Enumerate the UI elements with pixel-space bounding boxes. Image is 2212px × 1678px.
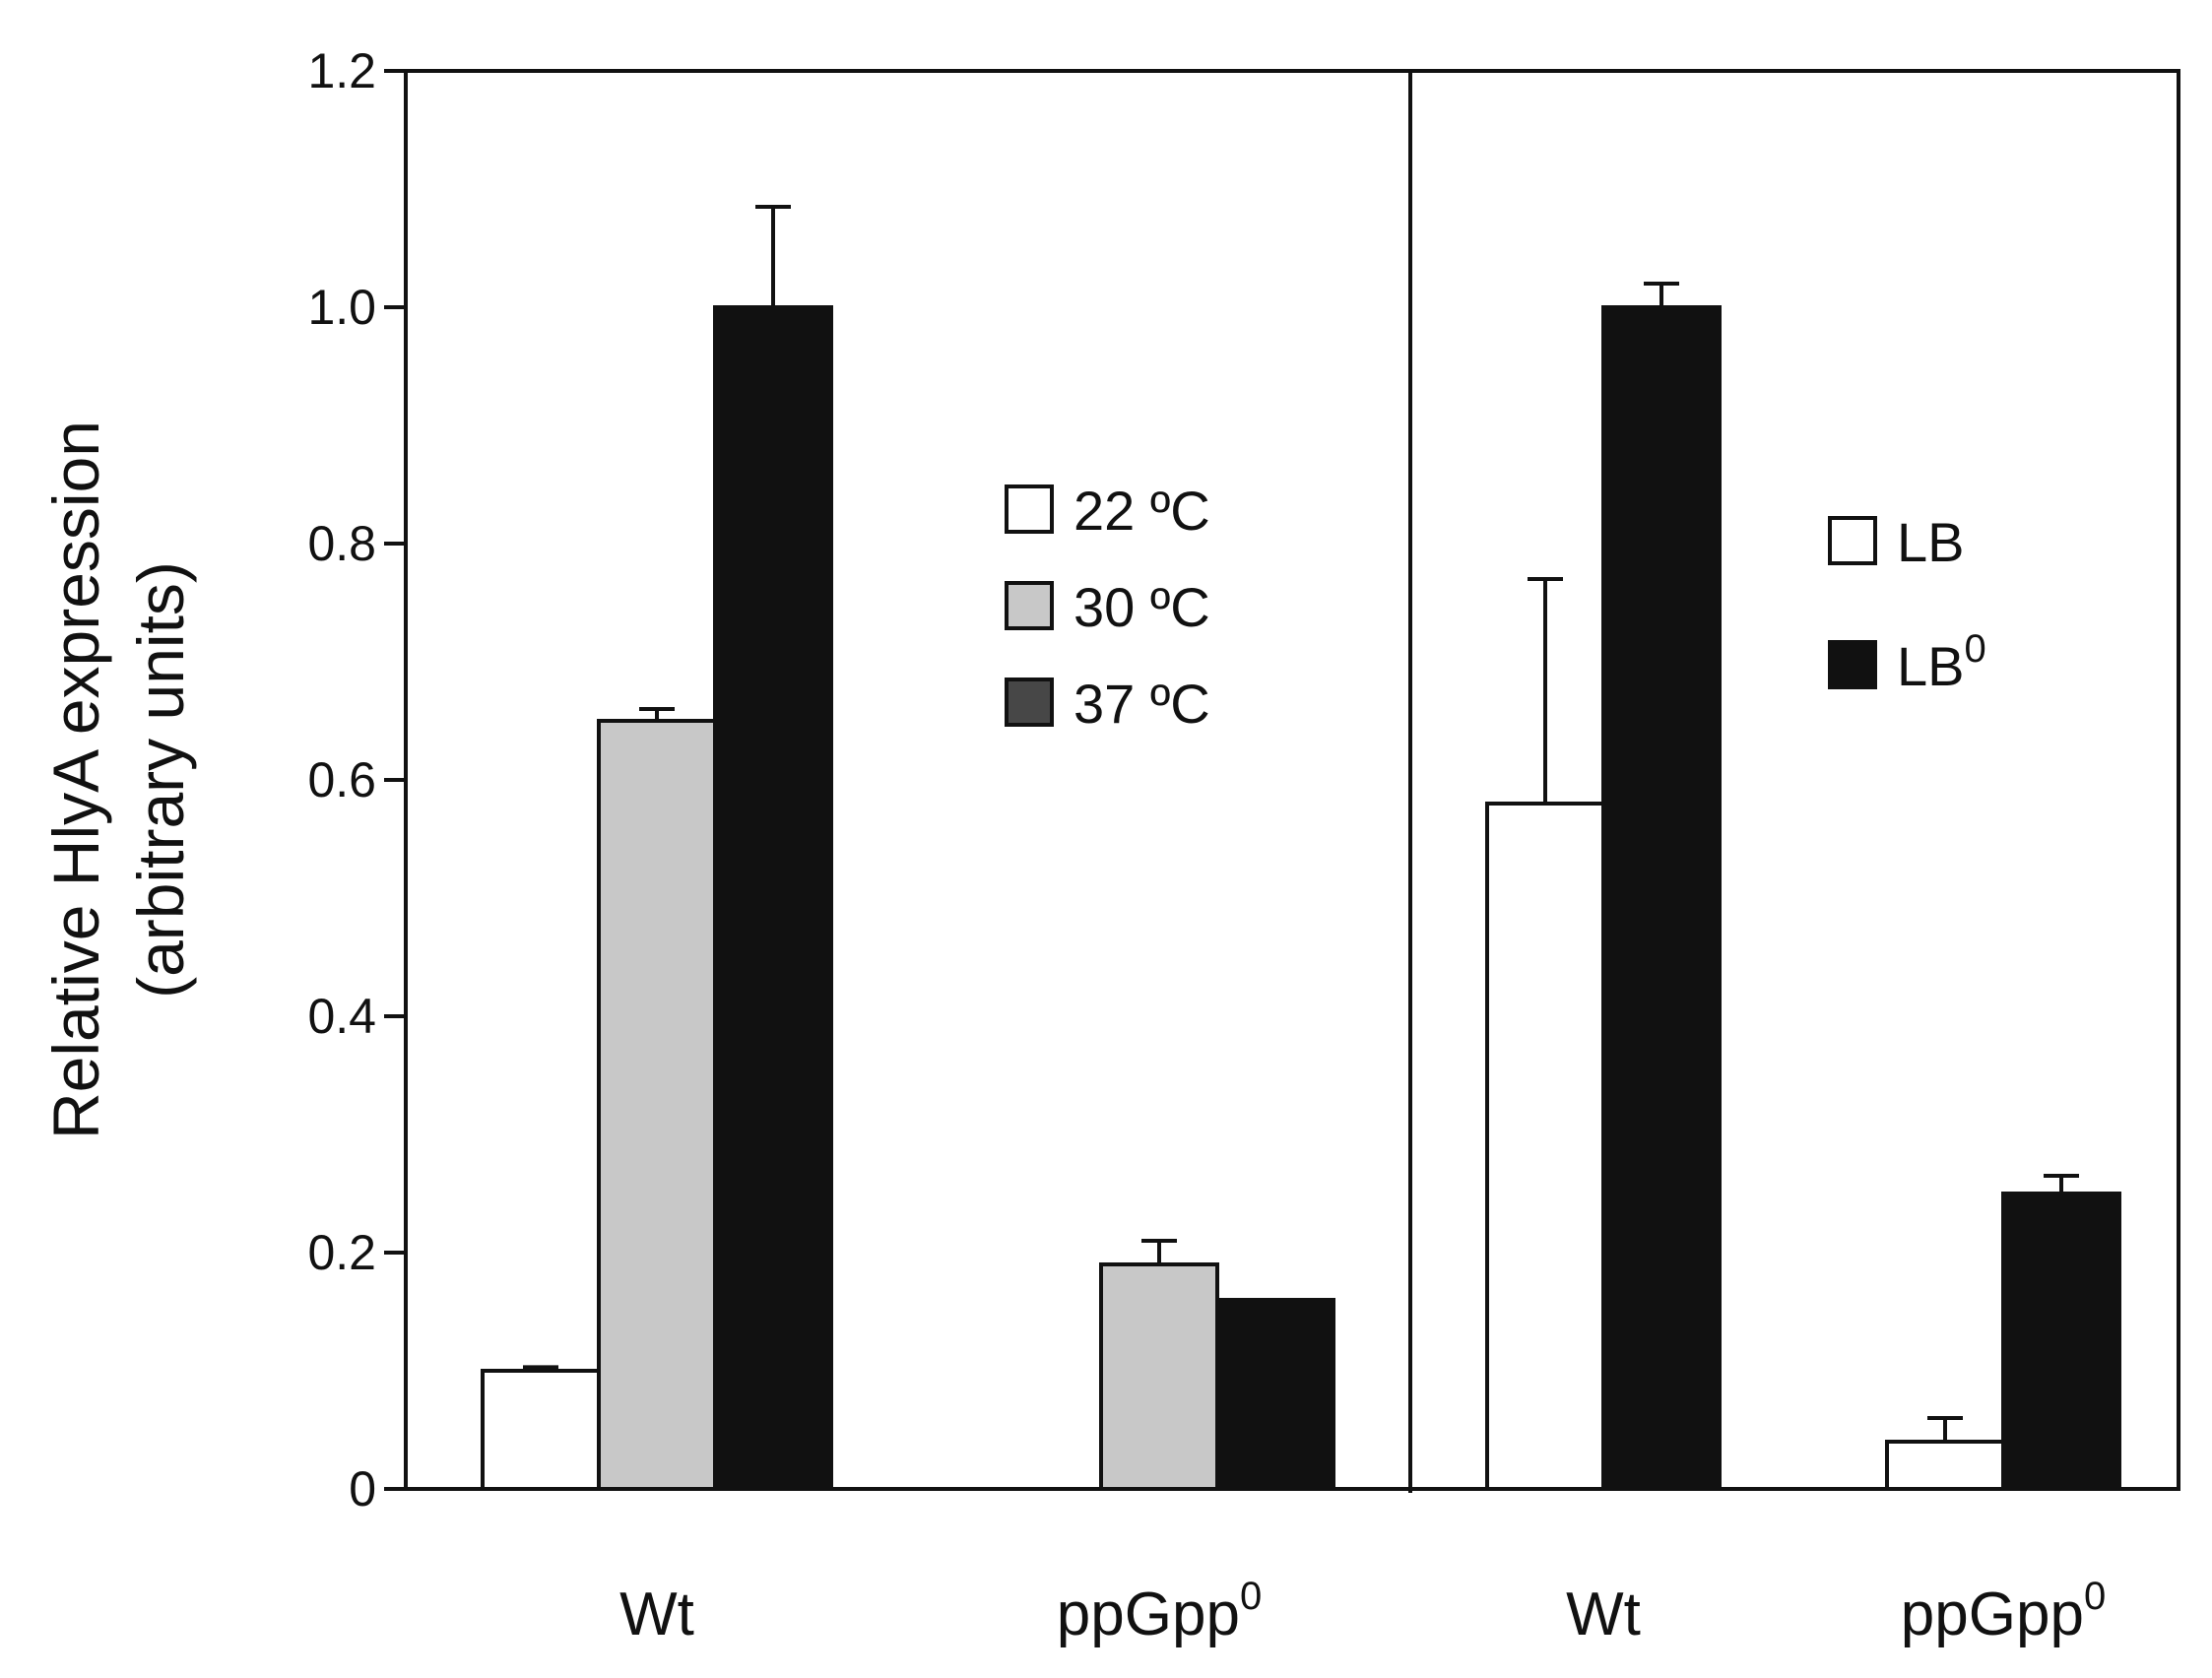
bar-temperature-1-1 [1099, 1262, 1219, 1491]
legend-medium: LB LB0 [1828, 511, 1986, 697]
legend-swatch [1005, 484, 1054, 534]
category-label: ppGpp0 [1901, 1575, 2106, 1648]
legend-swatch [1005, 581, 1054, 630]
bar-marks [481, 205, 2121, 1491]
legend-label: 30 ºC [1073, 576, 1210, 638]
category-label: Wt [1566, 1581, 1641, 1648]
legend-label: 22 ºC [1073, 480, 1210, 542]
bar-medium-1-0 [1885, 1440, 2005, 1491]
bar-medium-0-1 [1601, 305, 1722, 1491]
bar-temperature-0-1 [597, 719, 717, 1491]
category-label: ppGpp0 [1057, 1575, 1262, 1648]
bar-temperature-0-0 [481, 1369, 601, 1491]
y-tick-label: 0.8 [307, 516, 376, 571]
legend-swatch [1005, 678, 1054, 727]
category-labels: Wt ppGpp0 Wt ppGpp0 [619, 1575, 2106, 1648]
legend-swatch [1828, 516, 1877, 565]
y-axis-title: Relative HlyA expression [39, 420, 112, 1139]
legend-label: LB0 [1897, 627, 1986, 697]
bar-medium-1-1 [2001, 1192, 2121, 1491]
y-tick-label: 0.4 [307, 989, 376, 1044]
legend-label: 37 ºC [1073, 673, 1210, 735]
y-axis: 0 0.2 0.4 0.6 0.8 1.0 1.2 [307, 43, 406, 1517]
y-tick-label: 1.0 [307, 280, 376, 335]
y-tick-label: 0.2 [307, 1225, 376, 1280]
legend-temperature: 22 ºC 30 ºC 37 ºC [1005, 480, 1210, 735]
legend-label: LB [1897, 511, 1965, 573]
y-tick-label: 0.6 [307, 752, 376, 807]
y-tick-label: 1.2 [307, 43, 376, 98]
bar-medium-0-0 [1485, 802, 1605, 1491]
bar-temperature-1-2 [1215, 1298, 1335, 1491]
bar-temperature-0-2 [713, 305, 833, 1491]
y-axis-subtitle: (arbitrary units) [124, 561, 197, 999]
category-label: Wt [619, 1581, 694, 1648]
y-tick-label: 0 [349, 1461, 376, 1517]
legend-swatch [1828, 640, 1877, 689]
